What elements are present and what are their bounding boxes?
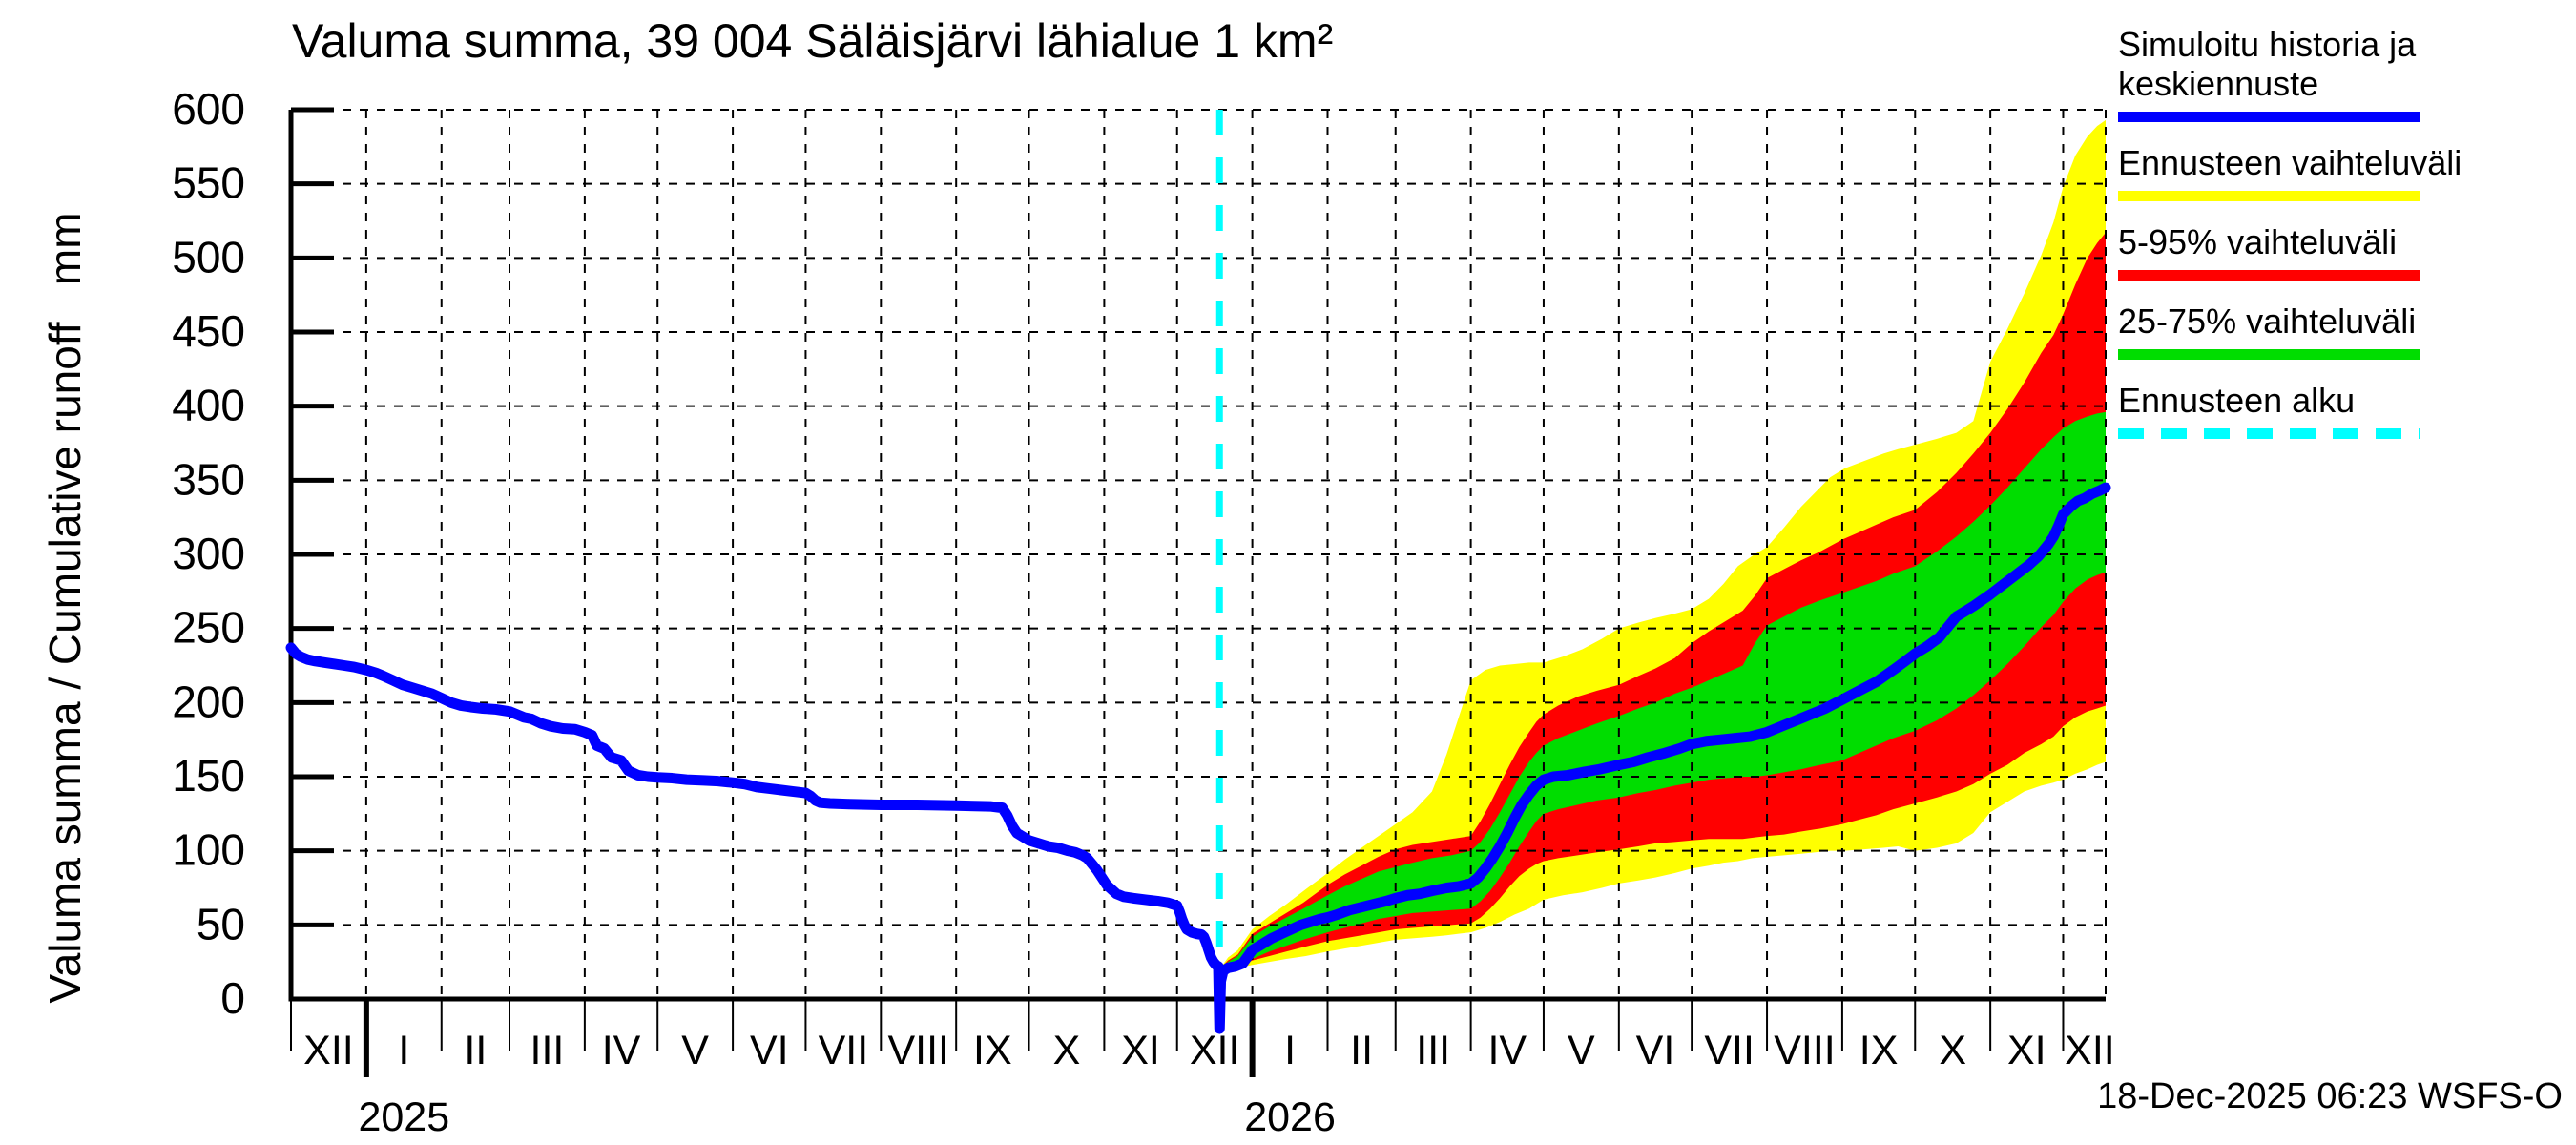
legend-item-1: Ennusteen vaihteluväli — [2118, 143, 2528, 201]
band-5-95 — [1219, 232, 2106, 969]
svg-text:100: 100 — [172, 825, 245, 875]
svg-text:350: 350 — [172, 454, 245, 504]
legend-label: Simuloitu historia ja keskiennuste — [2118, 25, 2417, 103]
svg-text:VI: VI — [750, 1028, 789, 1073]
svg-text:2026: 2026 — [1244, 1094, 1336, 1140]
y-tick-labels: 0 50 100 150 200 250 300 350 400 450 500 550 600 — [172, 84, 245, 1023]
svg-text:200: 200 — [172, 677, 245, 726]
svg-text:2025: 2025 — [358, 1094, 449, 1140]
x-month-labels: XII I II III IV V VI VII VIII IX X XI XII I II III IV V VI… — [303, 1028, 2115, 1073]
svg-text:XII: XII — [1190, 1028, 1240, 1073]
svg-text:V: V — [681, 1028, 709, 1073]
svg-text:XI: XI — [2007, 1028, 2046, 1073]
svg-text:600: 600 — [172, 84, 245, 134]
svg-text:VIII: VIII — [1774, 1028, 1836, 1073]
legend-item-0: Simuloitu historia ja keskiennuste — [2118, 25, 2528, 122]
legend-label: Ennusteen alku — [2118, 381, 2356, 420]
datestamp: 18-Dec-2025 06:23 WSFS-O — [2097, 1076, 2563, 1116]
legend: Simuloitu historia ja keskiennuste Ennust… — [2118, 25, 2528, 460]
svg-text:VI: VI — [1636, 1028, 1675, 1073]
svg-text:III: III — [1416, 1028, 1450, 1073]
chart-title: Valuma summa, 39 004 Säläisjärvi lähialu… — [292, 14, 1334, 68]
svg-text:VII: VII — [1704, 1028, 1755, 1073]
legend-label: 5-95% vaihteluväli — [2118, 222, 2398, 261]
legend-line-sample — [2118, 428, 2420, 439]
legend-line-sample — [2118, 270, 2420, 281]
band-25-75 — [1219, 411, 2106, 969]
svg-text:VII: VII — [819, 1028, 869, 1073]
svg-text:I: I — [398, 1028, 409, 1073]
svg-text:50: 50 — [197, 899, 245, 948]
svg-text:XII: XII — [2065, 1028, 2115, 1073]
legend-item-4: Ennusteen alku — [2118, 381, 2528, 439]
svg-text:II: II — [1350, 1028, 1373, 1073]
svg-text:400: 400 — [172, 381, 245, 430]
svg-text:IV: IV — [1487, 1028, 1527, 1073]
svg-text:450: 450 — [172, 306, 245, 356]
svg-text:IX: IX — [1859, 1028, 1899, 1073]
legend-line-sample — [2118, 191, 2420, 201]
svg-text:VIII: VIII — [887, 1028, 949, 1073]
svg-text:XI: XI — [1121, 1028, 1160, 1073]
svg-text:150: 150 — [172, 751, 245, 801]
legend-line-sample — [2118, 112, 2420, 122]
axes — [288, 107, 2106, 1077]
svg-text:250: 250 — [172, 603, 245, 653]
legend-label: 25-75% vaihteluväli — [2118, 302, 2417, 341]
legend-label: Ennusteen vaihteluväli — [2118, 143, 2462, 182]
svg-text:X: X — [1939, 1028, 1966, 1073]
svg-text:I: I — [1284, 1028, 1296, 1073]
median-line — [285, 482, 2111, 1034]
svg-text:IV: IV — [602, 1028, 641, 1073]
svg-text:III: III — [530, 1028, 565, 1073]
x-year-labels: 2025 2026 — [358, 1094, 1335, 1140]
legend-item-2: 5-95% vaihteluväli — [2118, 222, 2528, 281]
svg-text:300: 300 — [172, 529, 245, 578]
gridlines — [291, 109, 2107, 999]
svg-text:0: 0 — [220, 973, 245, 1023]
svg-text:IX: IX — [973, 1028, 1012, 1073]
svg-text:II: II — [464, 1028, 487, 1073]
svg-text:550: 550 — [172, 158, 245, 208]
svg-text:500: 500 — [172, 232, 245, 281]
svg-text:V: V — [1568, 1028, 1595, 1073]
svg-text:XII: XII — [303, 1028, 354, 1073]
legend-line-sample — [2118, 349, 2420, 360]
legend-item-3: 25-75% vaihteluväli — [2118, 302, 2528, 360]
svg-text:X: X — [1053, 1028, 1081, 1073]
